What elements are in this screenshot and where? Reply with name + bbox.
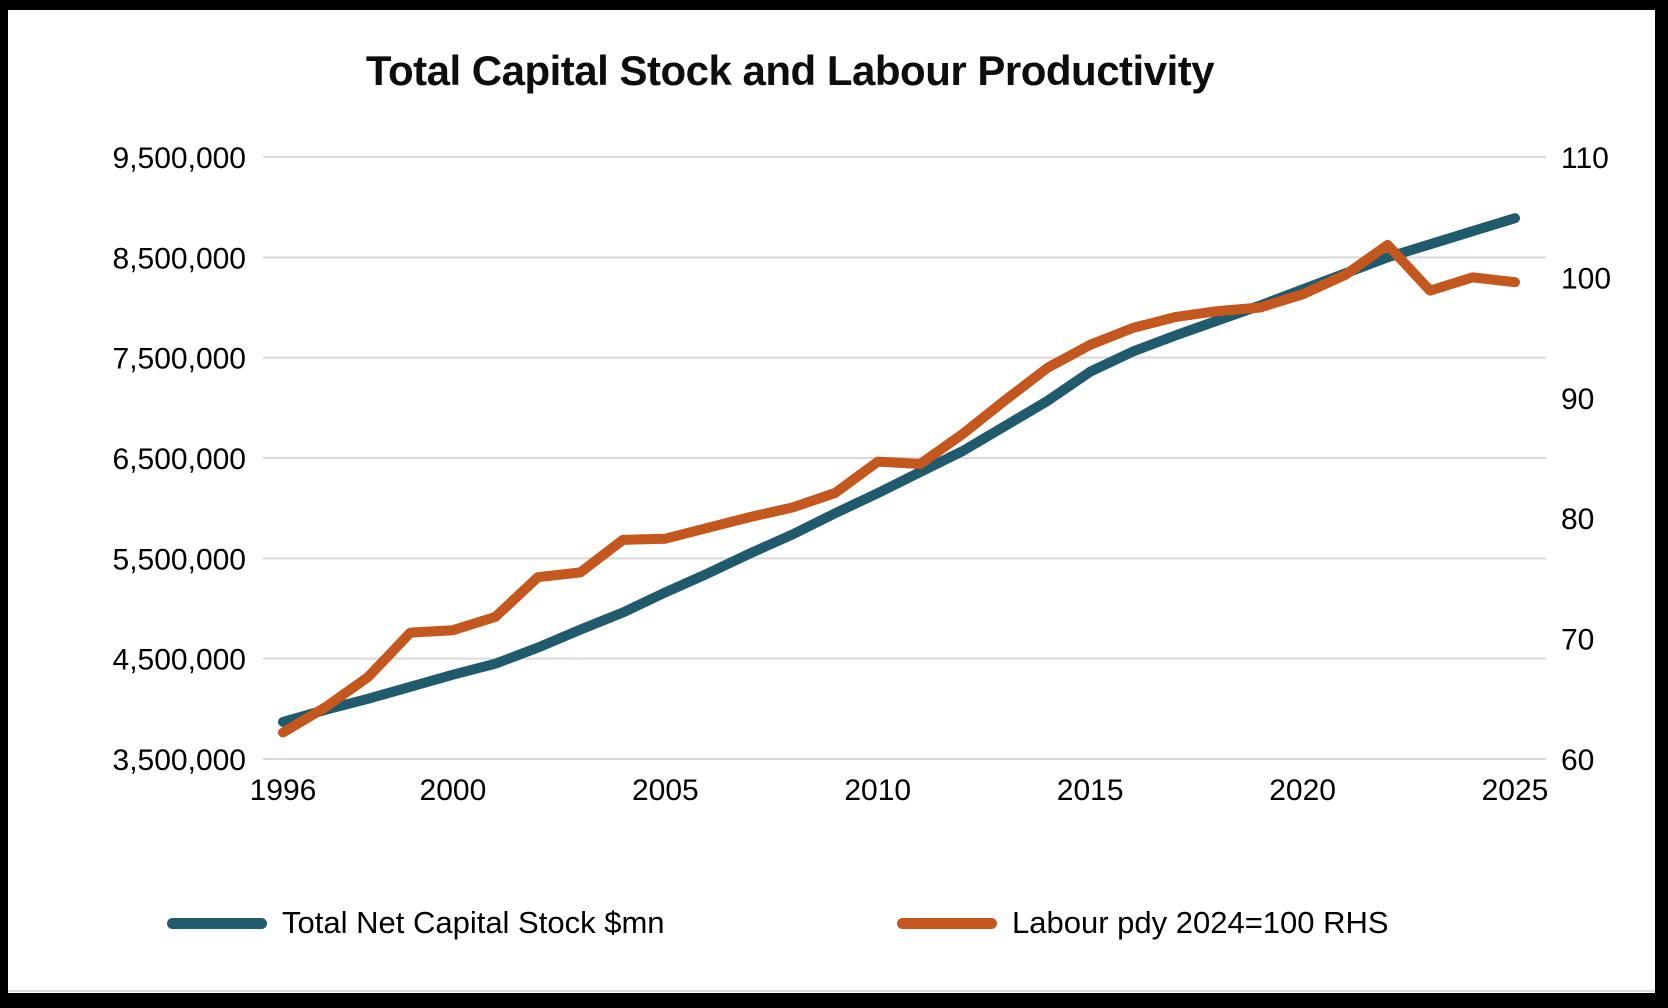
left-axis-tick-label: 7,500,000: [113, 343, 246, 376]
x-axis-tick-label: 2025: [1482, 774, 1549, 807]
frame-border-left: [0, 0, 8, 1008]
frame-border-bottom: [0, 993, 1668, 1008]
legend-label-capital-stock: Total Net Capital Stock $mn: [282, 905, 665, 940]
left-axis-tick-label: 5,500,000: [113, 543, 246, 576]
series-lines-group: [278, 213, 1520, 738]
right-axis-tick-label: 60: [1561, 744, 1594, 777]
chart-bottom-edge: [8, 990, 1655, 992]
frame-border-top: [0, 0, 1668, 10]
legend-item-labour-pdy: Labour pdy 2024=100 RHS: [897, 905, 1389, 941]
legend-swatch-labour-pdy: [897, 917, 997, 929]
legend-swatch-capital-stock: [167, 917, 267, 929]
right-axis-tick-label: 100: [1561, 262, 1611, 295]
left-axis-tick-label: 3,500,000: [113, 744, 246, 777]
left-axis-tick-label: 8,500,000: [113, 242, 246, 275]
x-axis-tick-label: 2005: [632, 774, 699, 807]
right-axis-tick-label: 80: [1561, 503, 1594, 536]
right-axis-labels-group: 110 100 90 80 70 60: [1561, 142, 1611, 777]
gridlines-group: [263, 156, 1546, 760]
frame-border-right: [1655, 0, 1668, 1008]
x-axis-tick-label: 1996: [250, 774, 317, 807]
right-axis-tick-label: 90: [1561, 383, 1594, 416]
left-axis-tick-label: 9,500,000: [113, 142, 246, 175]
x-axis-tick-label: 2010: [844, 774, 911, 807]
chart-title: Total Capital Stock and Labour Productiv…: [365, 47, 1215, 94]
legend-item-capital-stock: Total Net Capital Stock $mn: [167, 905, 665, 941]
left-axis-tick-label: 4,500,000: [113, 644, 246, 677]
left-axis-labels-group: 9,500,000 8,500,000 7,500,000 6,500,000 5,50…: [113, 142, 246, 777]
x-axis-tick-label: 2020: [1269, 774, 1336, 807]
series-line-total-net-capital-stock: [278, 213, 1520, 727]
series-line-labour-pdy: [278, 239, 1520, 738]
x-axis-tick-label: 2015: [1057, 774, 1124, 807]
x-axis-tick-label: 2000: [420, 774, 487, 807]
left-axis-tick-label: 6,500,000: [113, 443, 246, 476]
right-axis-tick-label: 110: [1561, 142, 1609, 175]
right-axis-tick-label: 70: [1561, 624, 1594, 657]
x-axis-labels-group: 1996 2000 2005 2010 2015 2020 2025: [250, 774, 1549, 807]
legend-label-labour-pdy: Labour pdy 2024=100 RHS: [1012, 905, 1389, 940]
